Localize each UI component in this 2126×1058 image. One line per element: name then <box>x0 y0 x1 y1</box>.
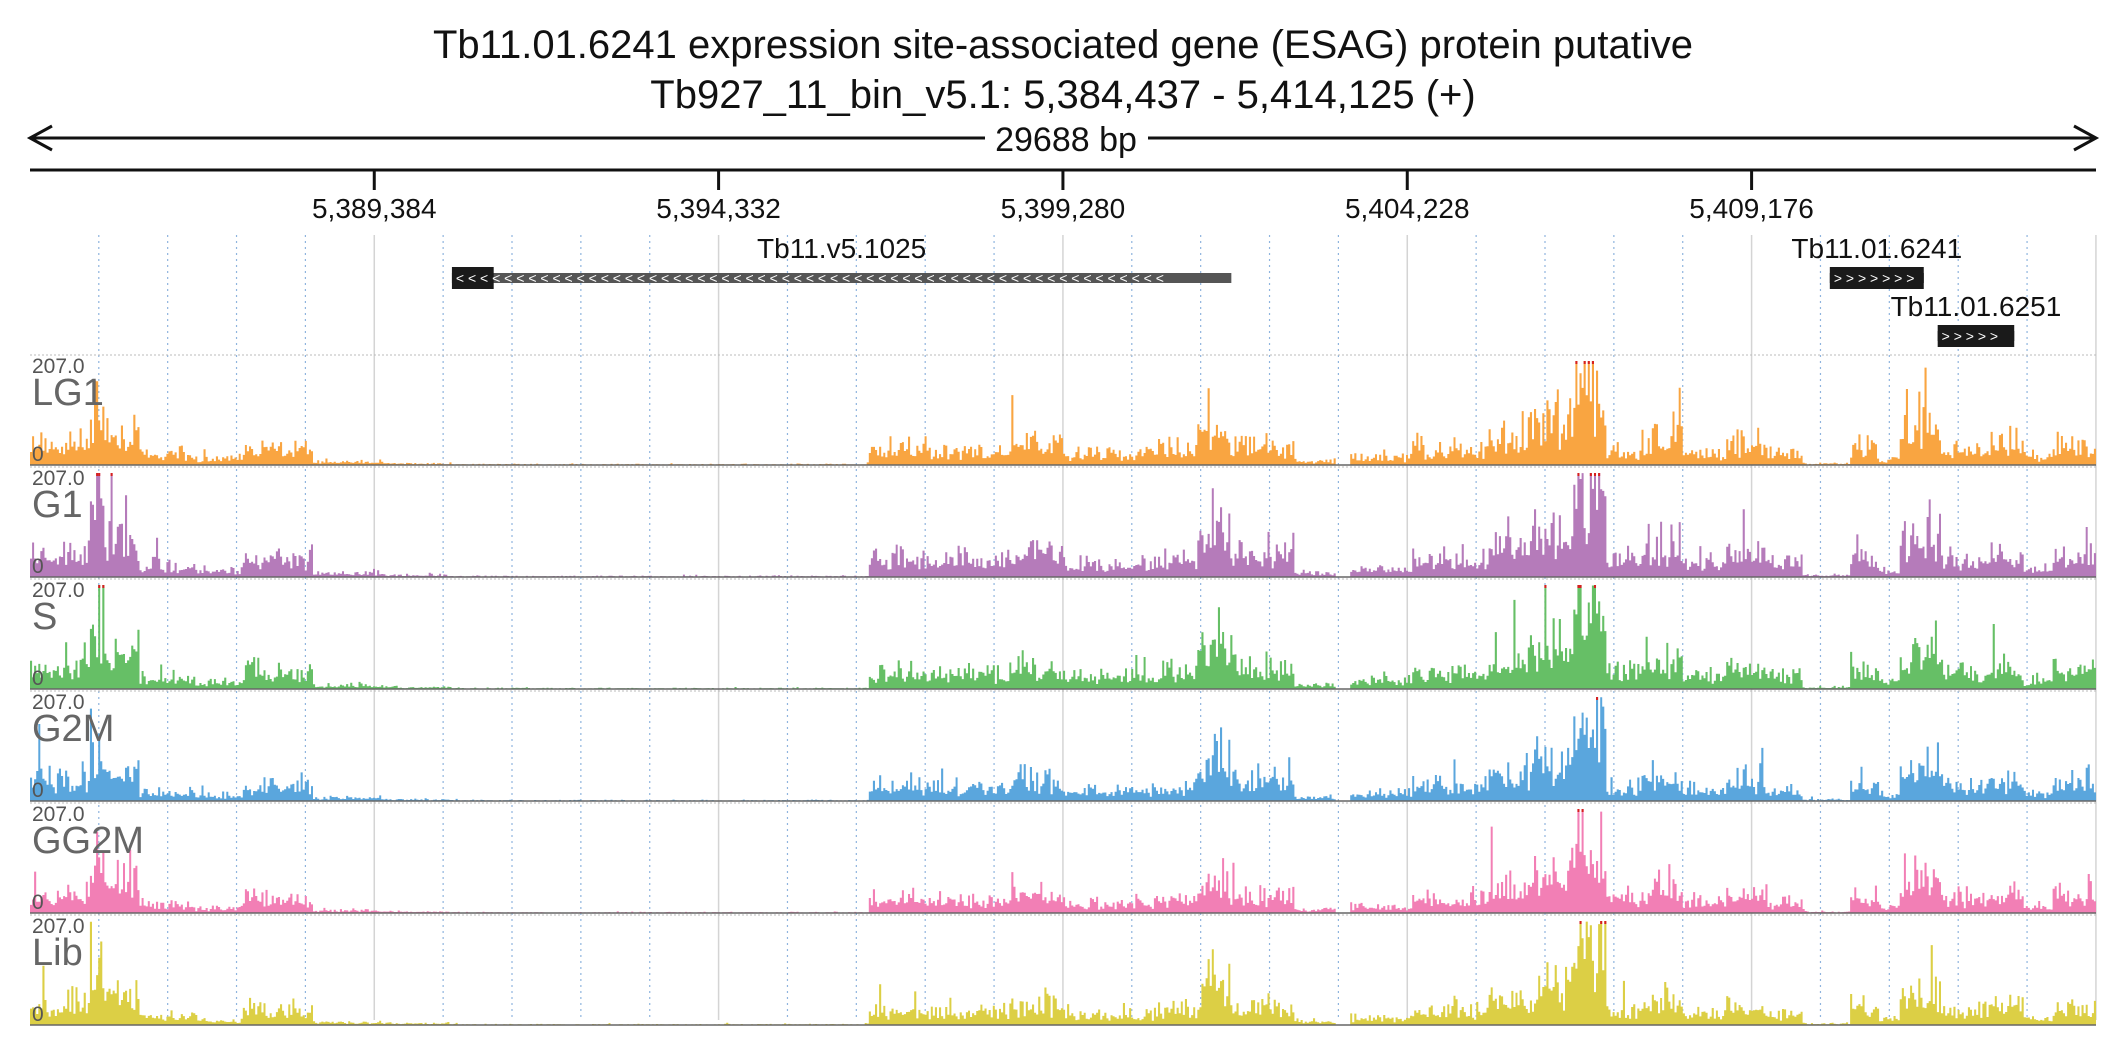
coverage-area <box>30 921 2096 1025</box>
clip-marker <box>1604 921 1607 924</box>
gene-track: < < < < < < < < < < < < < < < < < < < < … <box>451 233 2062 347</box>
gene-exon <box>451 267 494 289</box>
y-min-label: 0 <box>32 667 44 690</box>
track-lib: 207.0 0 Lib <box>30 914 2096 1026</box>
gene-label: Tb11.v5.1025 <box>757 233 926 264</box>
span-arrowhead-left <box>26 124 53 152</box>
chart-title-line1: Tb11.01.6241 expression site-associated … <box>433 23 1693 67</box>
gene-label: Tb11.01.6251 <box>1891 291 2062 322</box>
x-axis-ticks: 5,389,384 5,394,332 5,399,280 5,404,228 5,40… <box>312 170 1814 224</box>
strand-arrows: > > > > > <box>1942 328 1998 344</box>
gene-label: Tb11.01.6241 <box>1791 233 1962 264</box>
clip-marker <box>1579 921 1582 924</box>
clip-marker <box>1596 697 1599 700</box>
track-name: S <box>32 596 57 638</box>
clip-marker <box>98 473 101 476</box>
gene-tb11-01-6241[interactable]: > > > > > > > Tb11.01.6241 <box>1791 233 1962 289</box>
y-min-label: 0 <box>32 443 44 466</box>
track-name: G1 <box>32 484 83 526</box>
x-tick-label: 5,389,384 <box>312 193 437 224</box>
span-arrowhead-right <box>2073 124 2100 152</box>
strand-arrows: > > > > > > > <box>1834 270 1915 286</box>
span-ruler: 29688 bp <box>26 121 2100 159</box>
gene-exon <box>1829 267 1924 289</box>
clip-marker <box>1591 361 1594 364</box>
clip-marker <box>1600 921 1603 924</box>
track-g2m: 207.0 0 G2M <box>30 690 2096 802</box>
clip-marker <box>1577 473 1580 476</box>
coverage-area <box>30 473 2096 577</box>
clip-marker <box>1583 361 1586 364</box>
clip-marker <box>1598 473 1601 476</box>
clip-marker <box>1575 361 1578 364</box>
track-name: LG1 <box>32 372 104 414</box>
track-s: 207.0 0 S <box>30 578 2096 690</box>
clip-marker <box>1589 473 1592 476</box>
track-name: Lib <box>32 932 83 974</box>
gene-exon <box>1937 325 2015 347</box>
track-lg1: 207.0 0 LG1 <box>30 354 2096 466</box>
x-tick-label: 5,399,280 <box>1001 193 1126 224</box>
y-min-label: 0 <box>32 555 44 578</box>
clip-marker <box>1544 585 1547 588</box>
clip-marker <box>1593 585 1597 588</box>
strand-arrows: < < < < < < < < < < < < < < < < < < < < … <box>456 270 1164 286</box>
track-name: GG2M <box>32 820 144 862</box>
clip-marker <box>1577 809 1580 812</box>
y-min-label: 0 <box>32 779 44 802</box>
gene-tb11-01-6251[interactable]: > > > > > Tb11.01.6251 <box>1891 291 2062 347</box>
clip-marker <box>98 585 101 588</box>
x-tick-label: 5,409,176 <box>1689 193 1814 224</box>
y-max-label: 207.0 <box>32 915 85 938</box>
clip-marker <box>1593 473 1597 476</box>
clip-marker <box>1581 809 1584 812</box>
coverage-area <box>30 361 2096 465</box>
coverage-tracks: 207.00LG1207.00G1207.00S207.00G2M207.00G… <box>30 354 2096 1026</box>
coverage-area <box>30 809 2096 913</box>
coverage-area <box>30 697 2096 801</box>
clip-marker <box>1587 361 1590 364</box>
y-max-label: 207.0 <box>32 579 85 602</box>
clip-marker <box>96 473 99 476</box>
y-max-label: 207.0 <box>32 691 85 714</box>
y-min-label: 0 <box>32 1003 44 1026</box>
chart-title-line2: Tb927_11_bin_v5.1: 5,384,437 - 5,414,125… <box>650 73 1475 117</box>
track-gg2m: 207.0 0 GG2M <box>30 802 2096 914</box>
track-g1: 207.0 0 G1 <box>30 466 2096 578</box>
clip-marker <box>110 473 113 476</box>
y-min-label: 0 <box>32 891 44 914</box>
clip-marker <box>1577 585 1580 588</box>
span-label: 29688 bp <box>995 121 1137 159</box>
clip-marker <box>1579 585 1582 588</box>
gene-tb11-v5-1025[interactable]: < < < < < < < < < < < < < < < < < < < < … <box>451 233 1232 289</box>
clip-marker <box>102 585 105 588</box>
y-max-label: 207.0 <box>32 355 85 378</box>
coverage-area <box>30 585 2096 689</box>
x-tick-label: 5,404,228 <box>1345 193 1470 224</box>
x-tick-label: 5,394,332 <box>656 193 781 224</box>
gene-body <box>451 273 1232 283</box>
y-max-label: 207.0 <box>32 467 85 490</box>
track-name: G2M <box>32 708 114 750</box>
y-max-label: 207.0 <box>32 803 85 826</box>
